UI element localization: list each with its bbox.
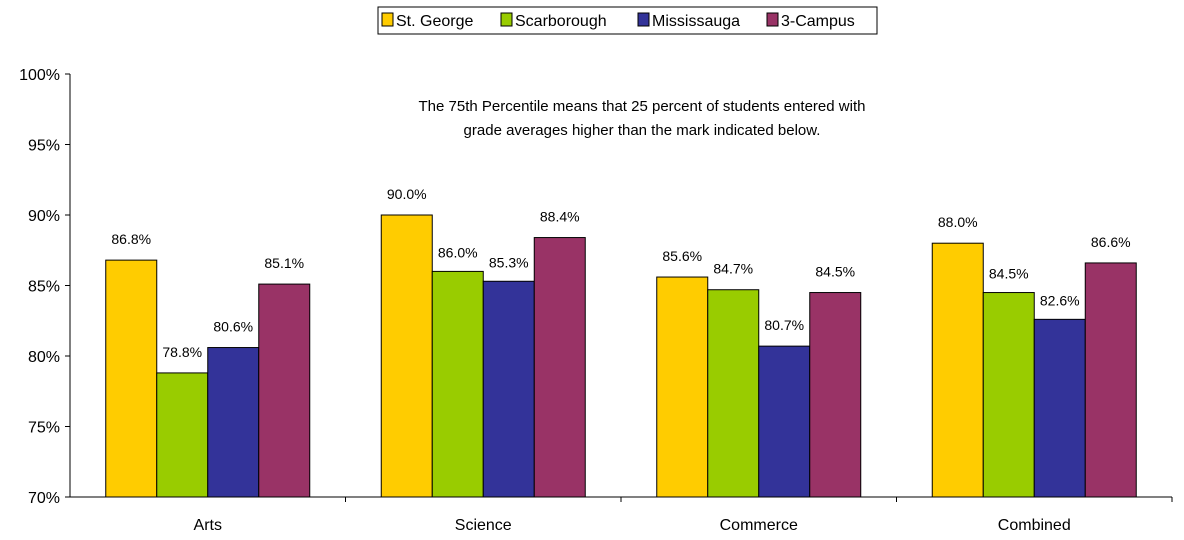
legend-label-2: Mississauga [652,13,740,30]
data-label-3-3: 86.6% [1091,234,1131,250]
data-label-3-2: 82.6% [1040,292,1080,308]
annotation-line-1: The 75th Percentile means that 25 percen… [419,98,866,115]
y-tick-label-0: 70% [28,490,60,507]
data-label-2-2: 80.7% [764,317,804,333]
data-label-0-0: 86.8% [111,231,151,247]
bar-3-0 [931,242,984,498]
bar-2-2 [758,345,811,498]
legend-swatch-1 [500,12,513,27]
data-labels: 86.8% 78.8% 80.6% 85.1% 90.0% 86.0% 85.3% 88.4%… [111,186,1130,360]
x-tick-label-1: Science [455,517,512,534]
bar-2-3 [809,292,862,498]
legend-frame [377,6,878,35]
y-tick-label-3: 85% [28,279,60,296]
x-tick-label-3: Combined [998,517,1071,534]
data-label-3-0: 88.0% [938,214,978,230]
bar-2-1 [707,289,760,498]
y-tick-label-1: 75% [28,420,60,437]
bar-1-2 [482,280,535,498]
legend-swatch-0 [381,12,394,27]
bar-0-0 [105,259,158,498]
bar-1-3 [533,237,586,498]
data-label-1-1: 86.0% [438,244,478,260]
bar-1-0 [380,214,433,498]
y-tick-label-6: 100% [19,67,60,84]
bar-0-1 [156,372,209,498]
legend-swatch-2 [637,12,650,27]
legend: St. George Scarborough Mississauga 3-Campus [377,6,878,35]
legend-label-0: St. George [396,13,473,30]
data-label-0-2: 80.6% [213,319,253,335]
y-tick-label-4: 90% [28,208,60,225]
bars [105,214,1137,498]
legend-swatch-3 [766,12,779,27]
y-tick-label-5: 95% [28,138,60,155]
data-label-1-0: 90.0% [387,186,427,202]
x-tick-label-2: Commerce [720,517,798,534]
data-label-1-3: 88.4% [540,209,580,225]
bar-2-0 [656,276,709,498]
bar-0-3 [258,283,311,498]
data-label-2-3: 84.5% [815,264,855,280]
data-label-1-2: 85.3% [489,254,529,270]
annotation-line-2: grade averages higher than the mark indi… [464,122,821,139]
data-label-2-0: 85.6% [662,248,702,264]
y-tick-label-2: 80% [28,349,60,366]
data-label-2-1: 84.7% [713,261,753,277]
bar-1-1 [431,270,484,498]
data-label-0-1: 78.8% [162,344,202,360]
legend-label-3: 3-Campus [781,13,855,30]
data-label-3-1: 84.5% [989,266,1029,282]
data-label-0-3: 85.1% [264,255,304,271]
bar-0-2 [207,347,260,498]
legend-label-1: Scarborough [515,13,607,30]
x-tick-label-0: Arts [194,517,222,534]
bar-3-2 [1033,318,1086,498]
bar-3-1 [982,292,1035,498]
annotation: The 75th Percentile means that 25 percen… [419,98,866,139]
bar-3-3 [1084,262,1137,498]
